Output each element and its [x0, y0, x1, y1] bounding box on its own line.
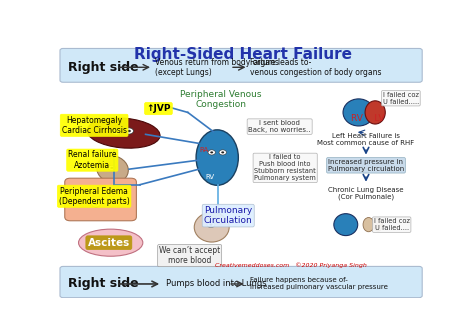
Text: We can’t accept
more blood: We can’t accept more blood	[159, 246, 220, 265]
Text: Hepatomegaly
Cardiac Cirrhosis: Hepatomegaly Cardiac Cirrhosis	[62, 116, 127, 135]
Text: Pumps blood into Lungs: Pumps blood into Lungs	[166, 279, 266, 288]
Ellipse shape	[343, 99, 374, 126]
Text: RV: RV	[205, 174, 214, 180]
Circle shape	[219, 150, 227, 155]
Text: Failure leads to-
venous congestion of body organs: Failure leads to- venous congestion of b…	[250, 58, 382, 77]
Text: Left Heart Failure is
Most common cause of RHF: Left Heart Failure is Most common cause …	[318, 133, 415, 146]
Ellipse shape	[79, 229, 143, 256]
Text: RA: RA	[200, 147, 209, 153]
Circle shape	[207, 222, 215, 227]
Text: Ascites: Ascites	[88, 238, 130, 248]
Circle shape	[221, 151, 224, 153]
Circle shape	[210, 151, 213, 153]
Text: Peripheral Edema
(Dependent parts): Peripheral Edema (Dependent parts)	[59, 187, 129, 206]
Circle shape	[208, 150, 215, 155]
Ellipse shape	[365, 101, 385, 124]
Ellipse shape	[97, 156, 128, 183]
Ellipse shape	[87, 118, 160, 148]
Circle shape	[110, 167, 113, 169]
Text: Right side: Right side	[68, 61, 139, 74]
Text: Failure happens because of-
Increased pulmonary vascular pressure: Failure happens because of- Increased pu…	[250, 277, 388, 290]
Circle shape	[108, 165, 116, 171]
Text: Right side: Right side	[68, 277, 139, 290]
Text: Peripheral Venous
Congestion: Peripheral Venous Congestion	[180, 90, 262, 109]
Text: I sent blood
Back, no worries..: I sent blood Back, no worries..	[248, 120, 311, 133]
Circle shape	[114, 130, 118, 133]
Text: RV    LV: RV LV	[351, 114, 384, 123]
Text: Right-Sided Heart Failure: Right-Sided Heart Failure	[134, 47, 352, 62]
Text: Increased pressure in
Pulmonary circulation: Increased pressure in Pulmonary circulat…	[328, 159, 404, 172]
Circle shape	[91, 201, 100, 207]
Circle shape	[94, 203, 98, 205]
Circle shape	[210, 223, 212, 226]
Text: Chronic Lung Disease
(Cor Pulmonale): Chronic Lung Disease (Cor Pulmonale)	[328, 187, 404, 200]
Text: I failed coz
U failed....: I failed coz U failed....	[374, 218, 410, 231]
Text: I failed to
Push blood into
Stubborn resistant
Pulmonary system: I failed to Push blood into Stubborn res…	[254, 154, 316, 181]
Text: Pulmonary
Circulation: Pulmonary Circulation	[204, 206, 253, 225]
FancyBboxPatch shape	[60, 266, 422, 297]
Ellipse shape	[194, 212, 229, 242]
Text: I failed coz
U failed.....: I failed coz U failed.....	[383, 92, 419, 105]
Text: Renal failure
Azotemia: Renal failure Azotemia	[68, 150, 117, 170]
Text: Venous return from body organs
(except Lungs): Venous return from body organs (except L…	[155, 58, 279, 77]
Circle shape	[125, 128, 134, 134]
FancyBboxPatch shape	[60, 49, 422, 82]
Ellipse shape	[363, 217, 374, 232]
Text: ↑JVP: ↑JVP	[146, 104, 171, 113]
Ellipse shape	[374, 218, 383, 231]
FancyBboxPatch shape	[65, 178, 137, 221]
Circle shape	[112, 129, 120, 135]
Ellipse shape	[334, 214, 358, 236]
Ellipse shape	[196, 130, 238, 185]
Text: Creativemeddoses.com   ©2020 Priyanga Singh: Creativemeddoses.com ©2020 Priyanga Sing…	[215, 262, 366, 268]
Circle shape	[127, 130, 131, 132]
